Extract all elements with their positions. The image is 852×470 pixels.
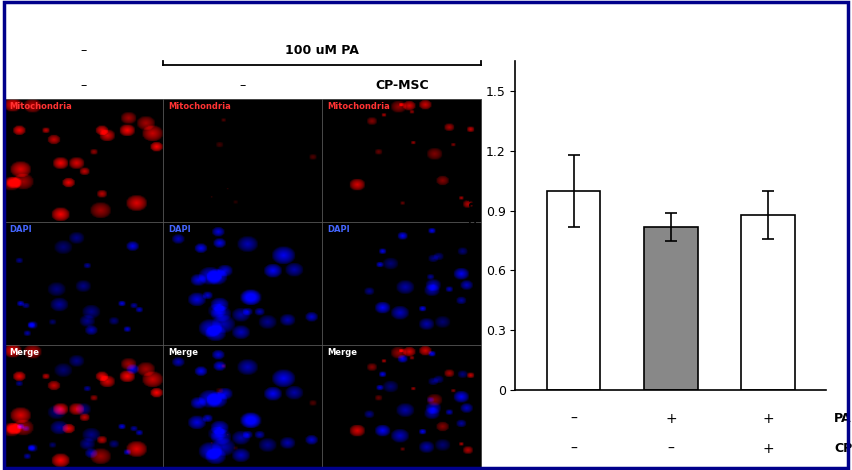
Text: Merge: Merge: [168, 348, 198, 357]
Text: –: –: [81, 79, 87, 92]
Text: +: +: [665, 412, 676, 426]
Text: –: –: [570, 442, 577, 456]
Text: –: –: [570, 412, 577, 426]
Text: 비알코올성 지방간 in vitro model에서 미토콘드리아 mass 변화: 비알코올성 지방간 in vitro model에서 미토콘드리아 mass 변…: [249, 15, 603, 30]
Text: +: +: [763, 412, 774, 426]
Text: DAPI: DAPI: [168, 226, 191, 235]
Text: Mitochondria: Mitochondria: [327, 102, 390, 111]
Y-axis label: mtDNA content: mtDNA content: [467, 172, 481, 279]
Bar: [547, 191, 601, 390]
Text: +: +: [763, 442, 774, 456]
Text: Merge: Merge: [9, 348, 39, 357]
Text: PA: PA: [834, 412, 852, 425]
Text: Mitochondria: Mitochondria: [9, 102, 72, 111]
Text: CP-MSC: CP-MSC: [375, 79, 429, 92]
Text: 100 uM PA: 100 uM PA: [285, 44, 360, 57]
Bar: [741, 215, 795, 390]
Text: CP-MSCs: CP-MSCs: [834, 442, 852, 455]
Text: –: –: [81, 44, 87, 57]
Text: –: –: [667, 442, 675, 456]
Text: DAPI: DAPI: [327, 226, 349, 235]
Text: Mitochondria: Mitochondria: [168, 102, 231, 111]
Text: Merge: Merge: [327, 348, 357, 357]
Text: DAPI: DAPI: [9, 226, 32, 235]
Text: –: –: [239, 79, 246, 92]
Bar: [644, 227, 698, 390]
